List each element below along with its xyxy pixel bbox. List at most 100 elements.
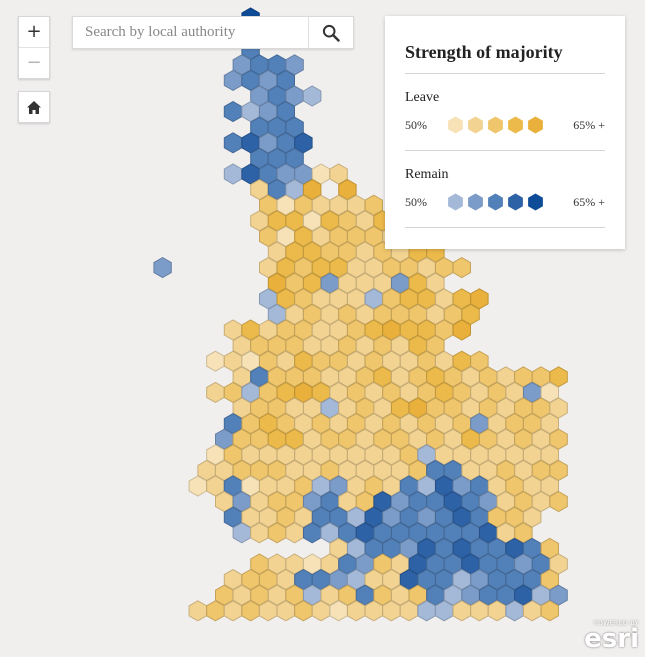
local-authority-hex[interactable] (549, 366, 568, 388)
local-authority-hex[interactable] (364, 194, 383, 216)
search-button[interactable] (308, 17, 353, 48)
local-authority-hex[interactable] (153, 257, 172, 279)
local-authority-hex[interactable] (399, 600, 419, 622)
legend-leave-swatches (447, 116, 544, 134)
legend-remain-label: Remain (405, 167, 449, 182)
local-authority-hex[interactable] (223, 69, 243, 91)
local-authority-hex[interactable] (549, 584, 568, 606)
powered-by-label: POWERED BY (593, 620, 639, 627)
search-input[interactable] (73, 17, 308, 48)
local-authority-hex[interactable] (329, 600, 348, 622)
local-authority-hex[interactable] (223, 132, 243, 154)
local-authority-hex[interactable] (303, 522, 322, 544)
local-authority-hex[interactable] (303, 85, 322, 107)
legend-swatch-remain-2 (468, 193, 483, 211)
zoom-in-button[interactable]: + (19, 17, 49, 47)
legend-leave-label: Leave (405, 90, 440, 105)
local-authority-hex[interactable] (276, 69, 295, 91)
local-authority-hex[interactable] (540, 600, 559, 622)
local-authority-hex[interactable] (505, 600, 524, 622)
local-authority-hex[interactable] (540, 381, 559, 403)
local-authority-hex[interactable] (232, 522, 251, 544)
local-authority-hex[interactable] (223, 101, 243, 123)
legend-remain-swatches (447, 193, 544, 211)
local-authority-hex[interactable] (417, 600, 436, 622)
local-authority-hex[interactable] (303, 179, 322, 201)
local-authority-hex[interactable] (311, 600, 331, 622)
local-authority-hex[interactable] (549, 459, 568, 481)
local-authority-hex[interactable] (206, 381, 225, 403)
local-authority-hex[interactable] (426, 272, 445, 294)
local-authority-hex[interactable] (267, 522, 287, 544)
legend-swatch-remain-5 (528, 193, 543, 211)
local-authority-hex[interactable] (285, 147, 304, 169)
legend-remain-section: Remain 50% 65% + (405, 151, 605, 228)
local-authority-hex[interactable] (285, 522, 304, 544)
legend-swatch-leave-1 (448, 116, 463, 134)
local-authority-hex[interactable] (549, 428, 568, 450)
local-authority-hex[interactable] (549, 491, 568, 513)
search-icon (322, 24, 340, 42)
local-authority-hex[interactable] (285, 54, 304, 76)
local-authority-hex[interactable] (347, 600, 366, 622)
legend-panel: Strength of majority Leave 50% 65% + Rem… (385, 16, 625, 249)
local-authority-hex[interactable] (364, 600, 383, 622)
local-authority-hex[interactable] (461, 303, 480, 325)
local-authority-hex[interactable] (452, 257, 471, 279)
local-authority-hex[interactable] (470, 600, 489, 622)
local-authority-hex[interactable] (259, 600, 278, 622)
local-authority-hex[interactable] (452, 319, 471, 341)
legend-swatch-remain-3 (488, 193, 503, 211)
local-authority-hex[interactable] (470, 350, 489, 372)
local-authority-hex[interactable] (470, 288, 489, 310)
local-authority-hex[interactable] (382, 600, 401, 622)
legend-swatch-leave-4 (508, 116, 523, 134)
local-authority-hex[interactable] (329, 163, 348, 185)
local-authority-hex[interactable] (540, 537, 559, 559)
zoom-control: + − (18, 16, 50, 79)
local-authority-hex[interactable] (487, 600, 507, 622)
search-box (72, 16, 354, 49)
legend-swatch-leave-5 (528, 116, 543, 134)
legend-leave-low: 50% (405, 117, 427, 132)
local-authority-hex[interactable] (549, 553, 568, 575)
zoom-out-button[interactable]: − (19, 47, 49, 78)
local-authority-hex[interactable] (540, 413, 559, 435)
local-authority-hex[interactable] (435, 600, 454, 622)
local-authority-hex[interactable] (452, 600, 471, 622)
local-authority-hex[interactable] (223, 163, 243, 185)
zoom-in-icon: + (26, 21, 42, 42)
local-authority-hex[interactable] (241, 600, 260, 622)
local-authority-hex[interactable] (540, 569, 559, 591)
local-authority-hex[interactable] (514, 522, 533, 544)
local-authority-hex[interactable] (540, 444, 559, 466)
legend-remain-high: 65% + (573, 194, 605, 209)
local-authority-hex[interactable] (523, 506, 542, 528)
legend-swatch-leave-2 (468, 116, 483, 134)
home-button[interactable] (18, 91, 50, 123)
local-authority-hex[interactable] (206, 350, 225, 372)
local-authority-hex[interactable] (188, 600, 207, 622)
local-authority-hex[interactable] (294, 600, 313, 622)
local-authority-hex[interactable] (206, 600, 225, 622)
local-authority-hex[interactable] (285, 116, 304, 138)
home-icon (27, 100, 41, 114)
local-authority-hex[interactable] (276, 600, 295, 622)
esri-attribution[interactable]: POWERED BY esri (584, 620, 639, 652)
local-authority-hex[interactable] (549, 397, 568, 419)
zoom-out-icon: − (26, 52, 42, 73)
local-authority-hex[interactable] (188, 475, 207, 497)
local-authority-hex[interactable] (426, 335, 445, 357)
local-authority-hex[interactable] (250, 522, 269, 544)
legend-remain-low: 50% (405, 194, 427, 209)
local-authority-hex[interactable] (540, 475, 559, 497)
local-authority-hex[interactable] (523, 600, 542, 622)
legend-swatch-remain-1 (448, 193, 463, 211)
legend-swatch-remain-4 (508, 193, 523, 211)
legend-swatch-leave-3 (488, 116, 503, 134)
local-authority-hex[interactable] (294, 132, 313, 154)
local-authority-hex[interactable] (223, 600, 243, 622)
local-authority-hex[interactable] (276, 101, 295, 123)
local-authority-hex[interactable] (338, 179, 357, 201)
